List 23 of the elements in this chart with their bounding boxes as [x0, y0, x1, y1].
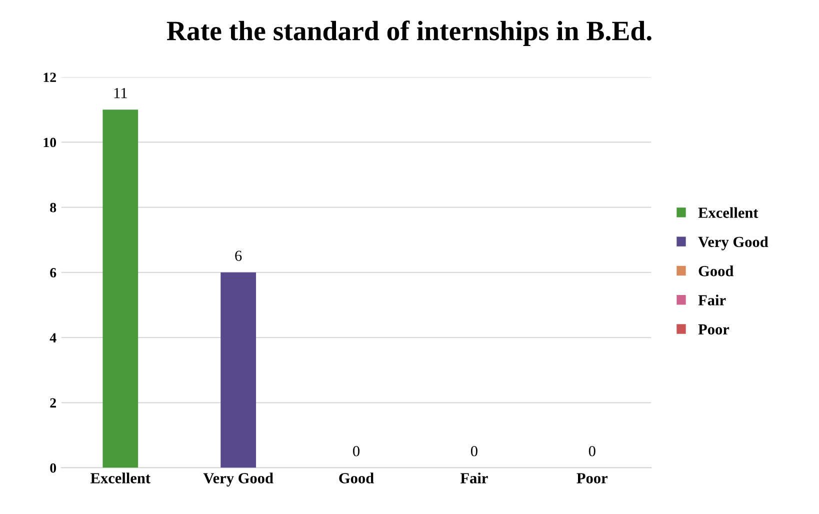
y-tick-label: 4: [50, 333, 56, 342]
chart-title: Rate the standard of internships in B.Ed.: [166, 20, 652, 46]
legend-label: Very Good: [698, 236, 768, 250]
x-tick-label: Very Good: [203, 472, 274, 486]
y-tick-label: 0: [50, 463, 56, 473]
y-tick-label: 8: [50, 202, 56, 212]
data-label: 11: [114, 88, 127, 98]
data-label: 0: [353, 446, 360, 456]
data-label: 6: [235, 250, 242, 261]
y-tick-label: 10: [44, 138, 56, 148]
x-tick-label: Excellent: [90, 472, 150, 484]
y-tick-label: 2: [50, 398, 56, 408]
data-label: 0: [470, 446, 478, 456]
y-tick-label: 12: [44, 72, 56, 82]
legend-label: Excellent: [698, 207, 758, 218]
legend-label: Fair: [698, 294, 726, 306]
legend-label: Poor: [698, 324, 730, 335]
x-tick-label: Fair: [460, 472, 488, 484]
x-tick-label: Good: [339, 472, 374, 484]
y-tick-label: 6: [50, 268, 56, 278]
legend-label: Good: [698, 266, 734, 276]
x-tick-label: Poor: [576, 473, 608, 484]
data-label: 0: [588, 446, 596, 456]
